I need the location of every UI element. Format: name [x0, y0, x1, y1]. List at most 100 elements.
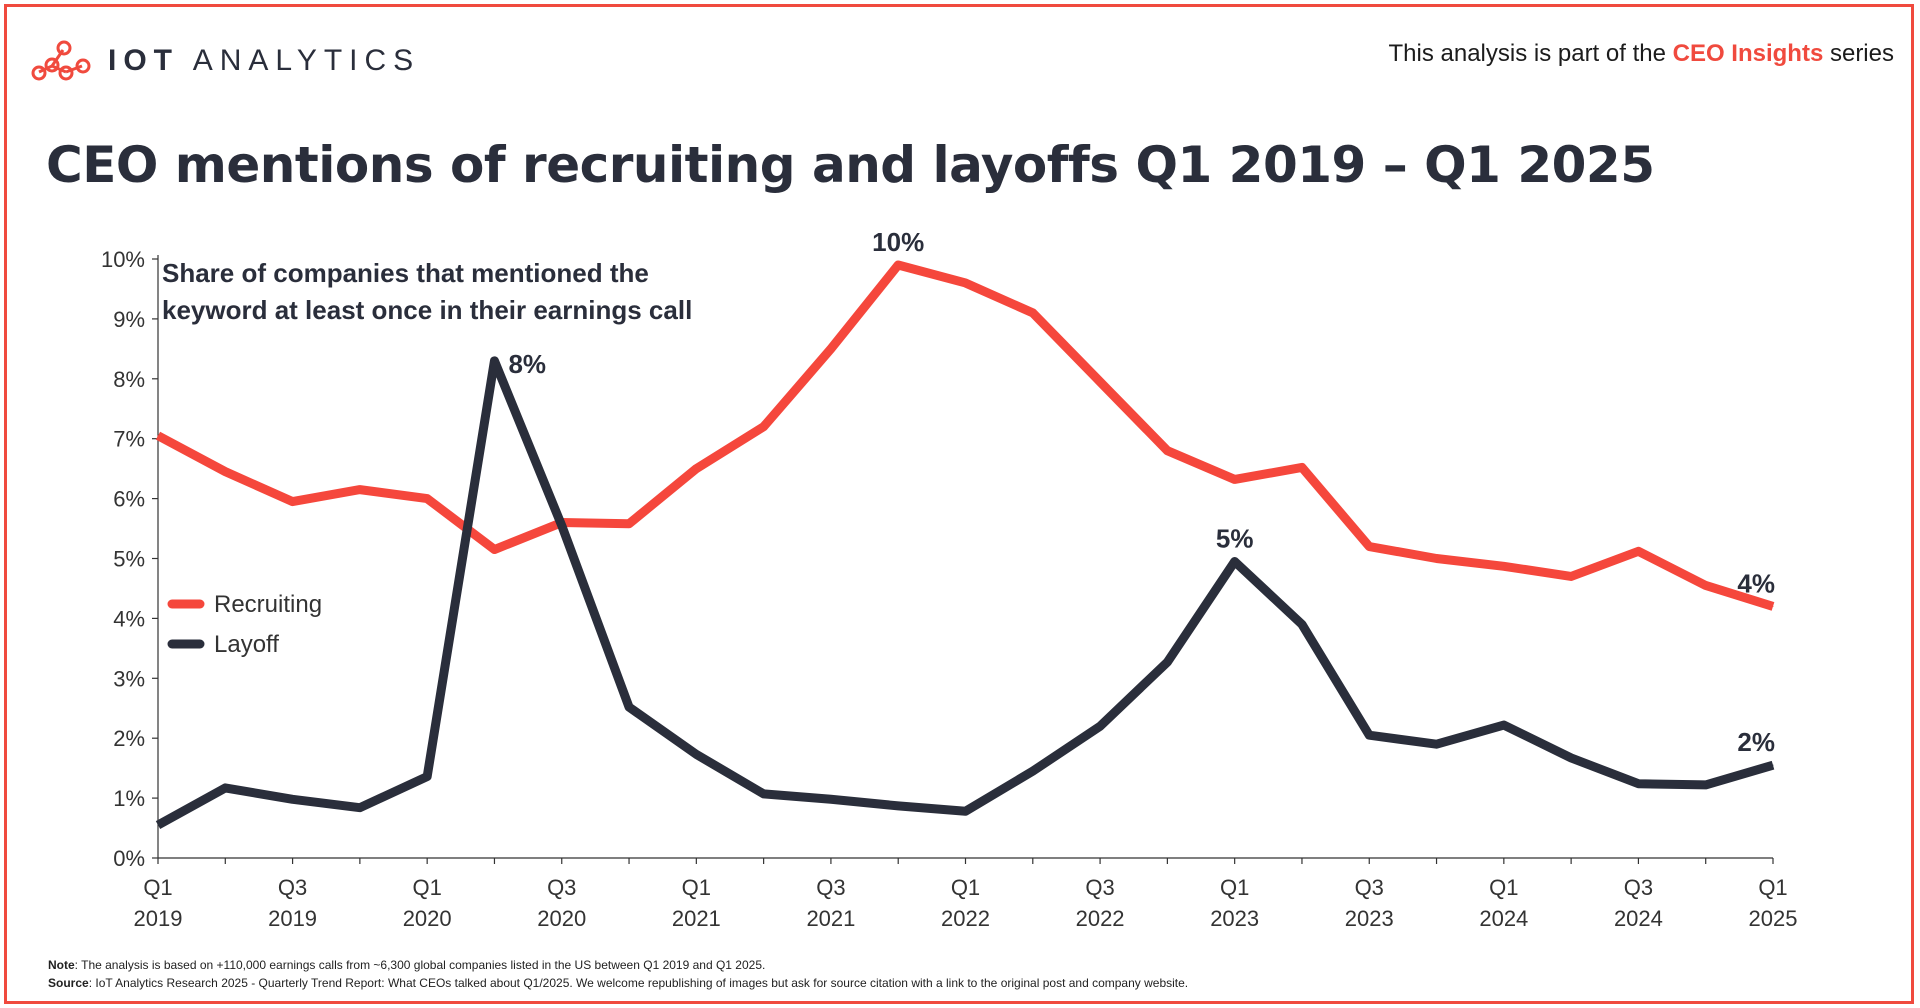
source-line: Source: IoT Analytics Research 2025 - Qu…: [48, 974, 1188, 992]
series-line-layoff: [155, 356, 1775, 829]
note-text: : The analysis is based on +110,000 earn…: [74, 958, 766, 972]
series-link[interactable]: CEO Insights: [1672, 40, 1824, 67]
company-logo[interactable]: IOT ANALYTICS: [30, 38, 420, 84]
x-tick-label-year: 2024: [1614, 906, 1663, 931]
logo-text-bold: IOT: [108, 44, 179, 77]
data-point-recruiting: [897, 264, 899, 266]
x-tick-label-year: 2020: [403, 906, 452, 931]
note-line: Note: The analysis is based on +110,000 …: [48, 956, 1188, 974]
data-point-layoff: [359, 807, 361, 809]
data-point-layoff: [1772, 764, 1774, 766]
y-tick-label: 0%: [113, 846, 145, 871]
chart-annotation-title: keyword at least once in their earnings …: [162, 295, 692, 325]
data-label: 10%: [872, 227, 924, 257]
x-tick-label-year: 2021: [806, 906, 855, 931]
data-point-recruiting: [1368, 546, 1370, 548]
data-point-layoff: [695, 753, 697, 755]
x-tick-label-quarter: Q1: [951, 875, 980, 900]
x-tick-label-quarter: Q3: [547, 875, 576, 900]
data-point-recruiting: [830, 348, 832, 350]
data-point-layoff: [224, 787, 226, 789]
data-point-recruiting: [1032, 312, 1034, 314]
source-text: : IoT Analytics Research 2025 - Quarterl…: [88, 976, 1189, 990]
data-point-layoff: [1301, 623, 1303, 625]
data-point-layoff: [830, 798, 832, 800]
x-tick-label-quarter: Q3: [1624, 875, 1653, 900]
data-point-recruiting: [1570, 575, 1572, 577]
series-suffix: series: [1829, 40, 1894, 67]
data-point-layoff: [1705, 784, 1707, 786]
x-tick-label-year: 2022: [1076, 906, 1125, 931]
data-label: 5%: [1216, 523, 1254, 553]
x-tick-label-year: 2019: [268, 906, 317, 931]
data-point-layoff: [1637, 783, 1639, 785]
y-tick-label: 9%: [113, 307, 145, 332]
legend-label: Recruiting: [214, 591, 322, 618]
data-point-layoff: [1570, 757, 1572, 759]
note-label: Note: [48, 958, 75, 972]
y-tick-label: 6%: [113, 487, 145, 512]
x-tick-label-year: 2024: [1479, 906, 1528, 931]
data-point-recruiting: [1234, 478, 1236, 480]
data-point-layoff: [292, 798, 294, 800]
data-point-recruiting: [1637, 550, 1639, 552]
data-point-layoff: [1436, 743, 1438, 745]
x-tick-label-quarter: Q1: [682, 875, 711, 900]
x-tick-label-year: 2023: [1345, 906, 1394, 931]
data-point-layoff: [1368, 734, 1370, 736]
data-label: 2%: [1737, 727, 1775, 757]
data-point-layoff: [1503, 724, 1505, 726]
data-point-layoff: [426, 776, 428, 778]
y-tick-label: 10%: [101, 247, 145, 272]
series-note: This analysis is part of the CEO Insight…: [1388, 40, 1894, 68]
network-icon: [31, 40, 91, 81]
data-label: 8%: [508, 349, 546, 379]
x-tick-label-year: 2025: [1749, 906, 1798, 931]
data-point-recruiting: [1301, 466, 1303, 468]
x-tick-label-quarter: Q1: [1489, 875, 1518, 900]
data-point-recruiting: [1099, 381, 1101, 383]
x-tick-label-year: 2020: [537, 906, 586, 931]
x-tick-label-year: 2019: [134, 906, 183, 931]
chart-annotation-title: Share of companies that mentioned the: [162, 258, 649, 288]
y-tick-label: 1%: [113, 786, 145, 811]
data-point-layoff: [763, 793, 765, 795]
data-point-layoff: [1099, 725, 1101, 727]
data-label: 4%: [1737, 568, 1775, 598]
data-point-recruiting: [965, 282, 966, 284]
logo-text-light: ANALYTICS: [192, 44, 421, 77]
data-point-recruiting: [628, 523, 630, 525]
x-tick-label-quarter: Q1: [412, 875, 441, 900]
y-tick-label: 5%: [113, 547, 145, 572]
x-tick-label-year: 2023: [1210, 906, 1259, 931]
data-point-layoff: [561, 525, 563, 527]
data-point-layoff: [1234, 560, 1236, 562]
data-point-layoff: [493, 360, 495, 362]
series-prefix: This analysis is part of the: [1388, 40, 1666, 67]
data-point-recruiting: [157, 435, 159, 437]
x-tick-label-year: 2021: [672, 906, 721, 931]
data-point-recruiting: [224, 471, 226, 473]
y-tick-label: 4%: [113, 606, 145, 631]
footnote: Note: The analysis is based on +110,000 …: [48, 956, 1188, 992]
x-tick-label-year: 2022: [941, 906, 990, 931]
y-tick-label: 8%: [113, 367, 145, 392]
data-point-layoff: [897, 805, 899, 807]
data-point-recruiting: [1166, 450, 1168, 452]
x-tick-label-quarter: Q3: [816, 875, 845, 900]
legend-label: Layoff: [214, 631, 279, 658]
data-point-layoff: [1032, 770, 1034, 772]
data-point-recruiting: [763, 426, 765, 428]
x-tick-label-quarter: Q1: [143, 875, 172, 900]
data-point-recruiting: [1772, 605, 1774, 607]
logo-wordmark: IOT ANALYTICS: [108, 44, 420, 78]
data-point-recruiting: [1436, 558, 1438, 559]
x-tick-label-quarter: Q1: [1220, 875, 1249, 900]
data-point-recruiting: [359, 489, 361, 491]
data-point-layoff: [965, 810, 966, 812]
x-tick-label-quarter: Q3: [1355, 875, 1384, 900]
y-tick-label: 2%: [113, 726, 145, 751]
data-point-layoff: [1166, 661, 1168, 663]
source-label: Source: [48, 976, 89, 990]
